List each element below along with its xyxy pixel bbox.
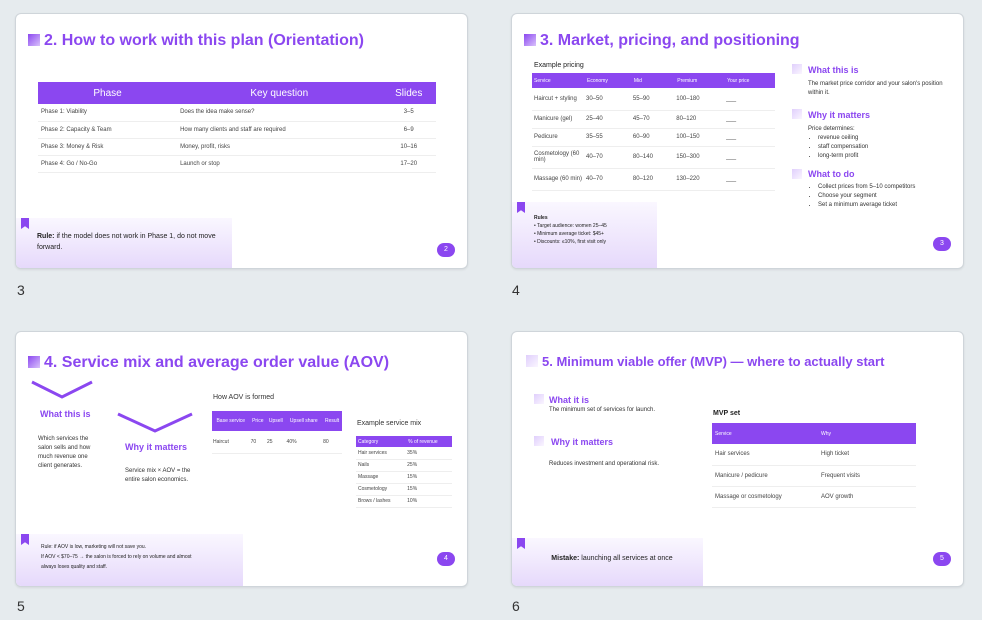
slide-thumbnail-5[interactable]: 4. Service mix and average order value (… [15,331,468,587]
bookmark-icon [517,538,525,549]
rule-callout: Rule: if AOV is low, marketing will not … [16,534,243,586]
mistake-callout: Mistake: launching all services at once [512,538,703,586]
slide-title: 3. Market, pricing, and positioning [524,32,800,50]
slide-number: 3 [17,282,25,298]
slide-number: 4 [512,282,520,298]
title-bullet-icon [526,355,538,367]
bookmark-icon [21,218,29,229]
why-heading: Why it matters [551,437,614,447]
title-bullet-icon [28,34,40,46]
why-text: Price determines: revenue ceiling staff … [808,125,958,161]
table-row: Manicure (gel) 25–40 45–70 80–120 ___ [532,110,775,128]
table-row: Hair services High ticket [712,444,916,465]
what-heading: What this is [808,65,859,75]
slide-title: 4. Service mix and average order value (… [28,354,389,372]
page-badge: 2 [437,243,455,257]
page-badge: 4 [437,552,455,566]
why-heading: Why it matters [808,110,871,120]
pricing-title: Example pricing [534,62,584,69]
what-heading: What this is [40,409,91,419]
table-header: Phase [38,82,178,104]
table-row: Cosmetology (60 min) 40–70 80–140 150–30… [532,146,775,168]
section-marker-icon [792,169,802,179]
section-marker-icon [792,64,802,74]
rules-callout: Rules • Target audience: women 25–45 • M… [512,202,657,268]
mix-table: Category % of revenue Hair services 35% N… [356,436,452,508]
table-header: Slides [381,82,436,104]
table-row: Brows / lashes 10% [356,495,452,507]
slide-thumbnail-3[interactable]: 2. How to work with this plan (Orientati… [15,13,468,269]
todo-heading: What to do [808,169,855,179]
chevron-down-icon [31,380,93,399]
slide-title: 2. How to work with this plan (Orientati… [28,32,364,50]
aov-table: Base service Price Upsell Upsell share R… [212,411,342,454]
what-heading: What it is [549,395,589,405]
table-row: Manicure / pedicure Frequent visits [712,465,916,486]
table-row: Massage or cosmetology AOV growth [712,486,916,507]
table-row: Pedicure 35–55 60–90 100–150 ___ [532,128,775,146]
chevron-down-icon [117,412,193,433]
table-row: Phase 2: Capacity & Team How many client… [38,121,436,138]
bookmark-icon [21,534,29,545]
section-marker-icon [534,394,544,404]
aov-title: How AOV is formed [213,394,275,401]
table-row: Haircut 70 25 40% 80 [212,431,342,453]
rule-callout: Rule: if the model does not work in Phas… [16,218,232,268]
table-row: Phase 1: Viability Does the idea make se… [38,104,436,121]
page-badge: 3 [933,237,951,251]
phase-table: Phase Key question Slides Phase 1: Viabi… [38,82,436,173]
slide-thumbnail-6[interactable]: 5. Minimum viable offer (MVP) — where to… [511,331,964,587]
table-header: Key question [177,82,382,104]
why-heading: Why it matters [125,442,188,452]
what-text: The minimum set of services for launch. [549,407,656,413]
table-row: Haircut + styling 30–50 55–90 100–180 __… [532,88,775,110]
why-text: Service mix × AOV = the entire salon eco… [125,468,191,483]
title-bullet-icon [28,356,40,368]
what-text: The market price corridor and your salon… [808,81,943,96]
title-bullet-icon [524,34,536,46]
table-row: Cosmetology 15% [356,483,452,495]
mix-title: Example service mix [357,420,422,427]
table-row: Massage 15% [356,471,452,483]
page-badge: 5 [933,552,951,566]
section-marker-icon [792,109,802,119]
mvp-table: Service Why Hair services High ticket Man… [712,423,916,508]
todo-text: Collect prices from 5–10 competitors Cho… [808,183,958,210]
table-row: Hair services 35% [356,447,452,459]
bookmark-icon [517,202,525,213]
pricing-table: Service Economy Mid Premium Your price H… [532,73,775,191]
table-row: Massage (60 min) 40–70 80–120 130–220 __… [532,168,775,190]
mvp-title: MVP set [713,410,741,417]
slide-number: 6 [512,598,520,614]
table-row: Phase 3: Money & Risk Money, profit, ris… [38,138,436,155]
slide-number: 5 [17,598,25,614]
why-text: Reduces investment and operational risk. [549,461,660,467]
what-text: Which services the salon sells and how m… [38,436,91,469]
section-marker-icon [534,436,544,446]
slide-title: 5. Minimum viable offer (MVP) — where to… [526,354,884,369]
table-row: Nails 25% [356,459,452,471]
slide-thumbnail-4[interactable]: 3. Market, pricing, and positioning Exam… [511,13,964,269]
table-row: Phase 4: Go / No-Go Launch or stop 17–20 [38,155,436,172]
